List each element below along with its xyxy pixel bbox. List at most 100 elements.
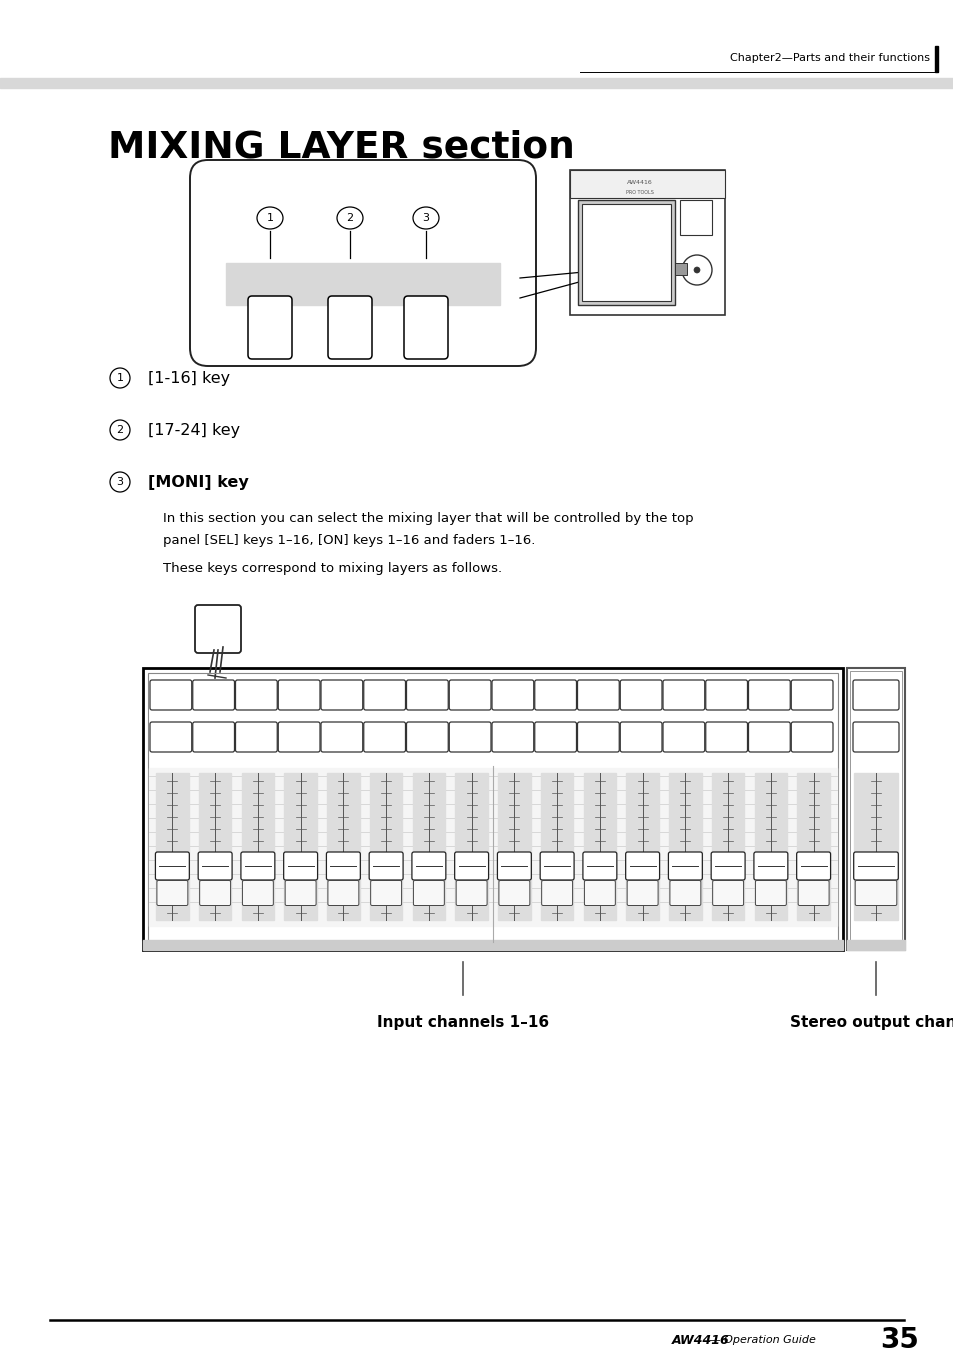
Text: 2: 2 [346,213,354,223]
FancyBboxPatch shape [326,852,360,880]
Bar [143,667,842,950]
FancyBboxPatch shape [705,680,747,711]
Bar [241,773,274,920]
Ellipse shape [693,267,700,273]
FancyBboxPatch shape [796,852,830,880]
Bar [156,773,189,920]
FancyBboxPatch shape [619,721,661,753]
Bar [846,940,904,950]
FancyBboxPatch shape [535,721,576,753]
FancyBboxPatch shape [328,881,358,905]
Bar [675,263,686,276]
FancyBboxPatch shape [199,881,231,905]
FancyBboxPatch shape [705,721,747,753]
Text: In this section you can select the mixing layer that will be controlled by the t: In this section you can select the mixin… [163,512,693,526]
FancyBboxPatch shape [619,680,661,711]
Bar [370,773,402,920]
FancyBboxPatch shape [455,852,488,880]
FancyBboxPatch shape [748,680,789,711]
Text: 3: 3 [422,213,429,223]
Text: PRO TOOLS: PRO TOOLS [625,189,653,195]
FancyBboxPatch shape [413,881,444,905]
Text: Stereo output channel: Stereo output channel [789,1015,953,1029]
Ellipse shape [110,367,130,388]
FancyBboxPatch shape [577,680,618,711]
FancyBboxPatch shape [328,296,372,359]
Bar [668,773,700,920]
Bar [198,773,232,920]
FancyBboxPatch shape [669,881,700,905]
Text: AW4416: AW4416 [671,1333,729,1347]
FancyBboxPatch shape [320,680,362,711]
FancyBboxPatch shape [710,852,744,880]
FancyBboxPatch shape [241,852,274,880]
FancyBboxPatch shape [539,852,574,880]
Ellipse shape [336,207,363,230]
Bar [754,773,786,920]
FancyBboxPatch shape [242,881,274,905]
FancyBboxPatch shape [582,852,617,880]
FancyBboxPatch shape [790,680,832,711]
FancyBboxPatch shape [755,881,785,905]
Ellipse shape [681,255,711,285]
FancyBboxPatch shape [155,852,189,880]
Text: 1: 1 [266,213,274,223]
FancyBboxPatch shape [285,881,315,905]
Ellipse shape [413,207,438,230]
FancyBboxPatch shape [193,680,234,711]
FancyBboxPatch shape [748,721,789,753]
FancyBboxPatch shape [584,881,615,905]
Bar [569,170,724,199]
Text: 3: 3 [116,477,123,486]
FancyBboxPatch shape [150,721,192,753]
Text: Chapter2—Parts and their functions: Chapter2—Parts and their functions [729,53,929,63]
FancyBboxPatch shape [541,881,572,905]
FancyBboxPatch shape [369,852,403,880]
Text: These keys correspond to mixing layers as follows.: These keys correspond to mixing layers a… [163,562,501,576]
FancyBboxPatch shape [456,881,487,905]
Bar [226,263,499,305]
FancyBboxPatch shape [156,881,188,905]
FancyBboxPatch shape [712,881,742,905]
Bar [797,773,829,920]
Text: [1-16] key: [1-16] key [148,370,230,385]
Text: — Operation Guide: — Operation Guide [705,1335,815,1346]
FancyBboxPatch shape [406,680,448,711]
FancyBboxPatch shape [662,680,704,711]
FancyBboxPatch shape [235,721,277,753]
FancyBboxPatch shape [498,881,529,905]
FancyBboxPatch shape [853,852,898,880]
Bar [846,667,904,950]
Bar [626,773,659,920]
FancyBboxPatch shape [798,881,828,905]
FancyBboxPatch shape [662,721,704,753]
FancyBboxPatch shape [283,852,317,880]
FancyBboxPatch shape [790,721,832,753]
Text: [17-24] key: [17-24] key [148,423,240,438]
FancyBboxPatch shape [492,680,533,711]
FancyBboxPatch shape [406,721,448,753]
Bar [679,200,711,235]
Bar [143,940,842,950]
Bar [148,673,837,944]
Text: 35: 35 [879,1325,918,1351]
Text: panel [SEL] keys 1–16, [ON] keys 1–16 and faders 1–16.: panel [SEL] keys 1–16, [ON] keys 1–16 an… [163,534,535,547]
FancyBboxPatch shape [278,721,319,753]
Text: [MONI] key: [MONI] key [148,474,249,489]
FancyBboxPatch shape [668,852,701,880]
Bar [149,767,836,925]
FancyBboxPatch shape [320,721,362,753]
Bar [583,773,616,920]
Text: MIXING LAYER section: MIXING LAYER section [108,130,574,166]
Text: AW4416: AW4416 [626,180,652,185]
FancyBboxPatch shape [371,881,401,905]
FancyBboxPatch shape [248,296,292,359]
Text: 1: 1 [116,373,123,382]
Bar [413,773,445,920]
Bar [540,773,573,920]
Ellipse shape [110,420,130,440]
Bar [284,773,316,920]
Bar [849,671,901,947]
Bar [327,773,359,920]
Bar [497,773,530,920]
